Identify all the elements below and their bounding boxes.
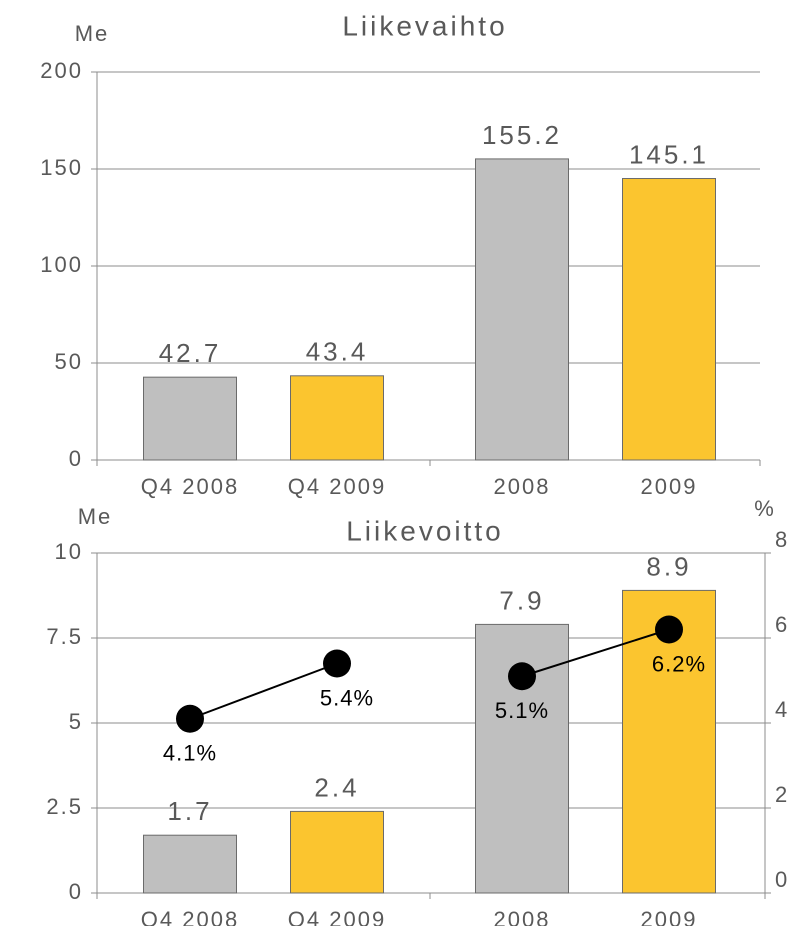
y-tick-label: 2.5 <box>46 794 83 819</box>
y-tick-label: 200 <box>40 58 83 83</box>
y-axis-label: Me <box>78 504 113 529</box>
line-point <box>508 662 536 691</box>
data-label: 7.9 <box>499 585 544 615</box>
x-tick-label: Q4 2009 <box>288 474 386 499</box>
y-tick-label: 0 <box>69 879 83 904</box>
x-tick-label: 2008 <box>494 907 551 926</box>
y-tick-label: 150 <box>40 155 83 180</box>
bar <box>622 178 716 461</box>
data-label: 1.7 <box>167 796 212 826</box>
line <box>521 628 670 678</box>
line-point <box>176 704 204 733</box>
data-label: 145.1 <box>629 139 709 169</box>
y2-tick-label: 6 <box>775 612 789 637</box>
y2-tick-label: 0 <box>775 867 789 892</box>
line <box>189 662 338 720</box>
x-tick-label: Q4 2008 <box>141 907 239 926</box>
bar <box>143 834 237 894</box>
x-tick-label: 2009 <box>641 907 698 926</box>
point-label: 4.1% <box>163 741 217 766</box>
y-tick-label: 7.5 <box>46 624 83 649</box>
y-tick-label: 0 <box>69 446 83 471</box>
bar <box>290 810 384 894</box>
line-point <box>655 615 683 644</box>
point-label: 5.1% <box>495 698 549 723</box>
bar <box>290 375 384 461</box>
x-tick-label: 2009 <box>641 474 698 499</box>
y-tick-label: 10 <box>55 539 83 564</box>
y-tick-label: 100 <box>40 252 83 277</box>
x-tick-label: Q4 2008 <box>141 474 239 499</box>
bar <box>475 158 569 461</box>
y-tick-label: 50 <box>55 349 83 374</box>
chart-title: Liikevoitto <box>346 515 504 546</box>
y2-tick-label: 4 <box>775 697 789 722</box>
data-label: 155.2 <box>482 120 562 150</box>
y-tick-label: 5 <box>69 709 83 734</box>
data-label: 2.4 <box>314 772 359 802</box>
x-tick-label: 2008 <box>494 474 551 499</box>
y2-tick-label: 8 <box>775 527 789 552</box>
data-label: 8.9 <box>646 551 691 581</box>
x-tick-label: Q4 2009 <box>288 907 386 926</box>
data-label: 42.7 <box>159 338 222 368</box>
point-label: 6.2% <box>652 651 706 676</box>
y2-tick-label: 2 <box>775 782 789 807</box>
y-axis-label: Me <box>75 21 110 46</box>
chart-title: Liikevaihto <box>342 10 507 41</box>
point-label: 5.4% <box>320 685 374 710</box>
line-point <box>323 649 351 678</box>
data-label: 43.4 <box>306 337 369 367</box>
bar <box>143 376 237 461</box>
y2-axis-label: % <box>754 496 776 521</box>
